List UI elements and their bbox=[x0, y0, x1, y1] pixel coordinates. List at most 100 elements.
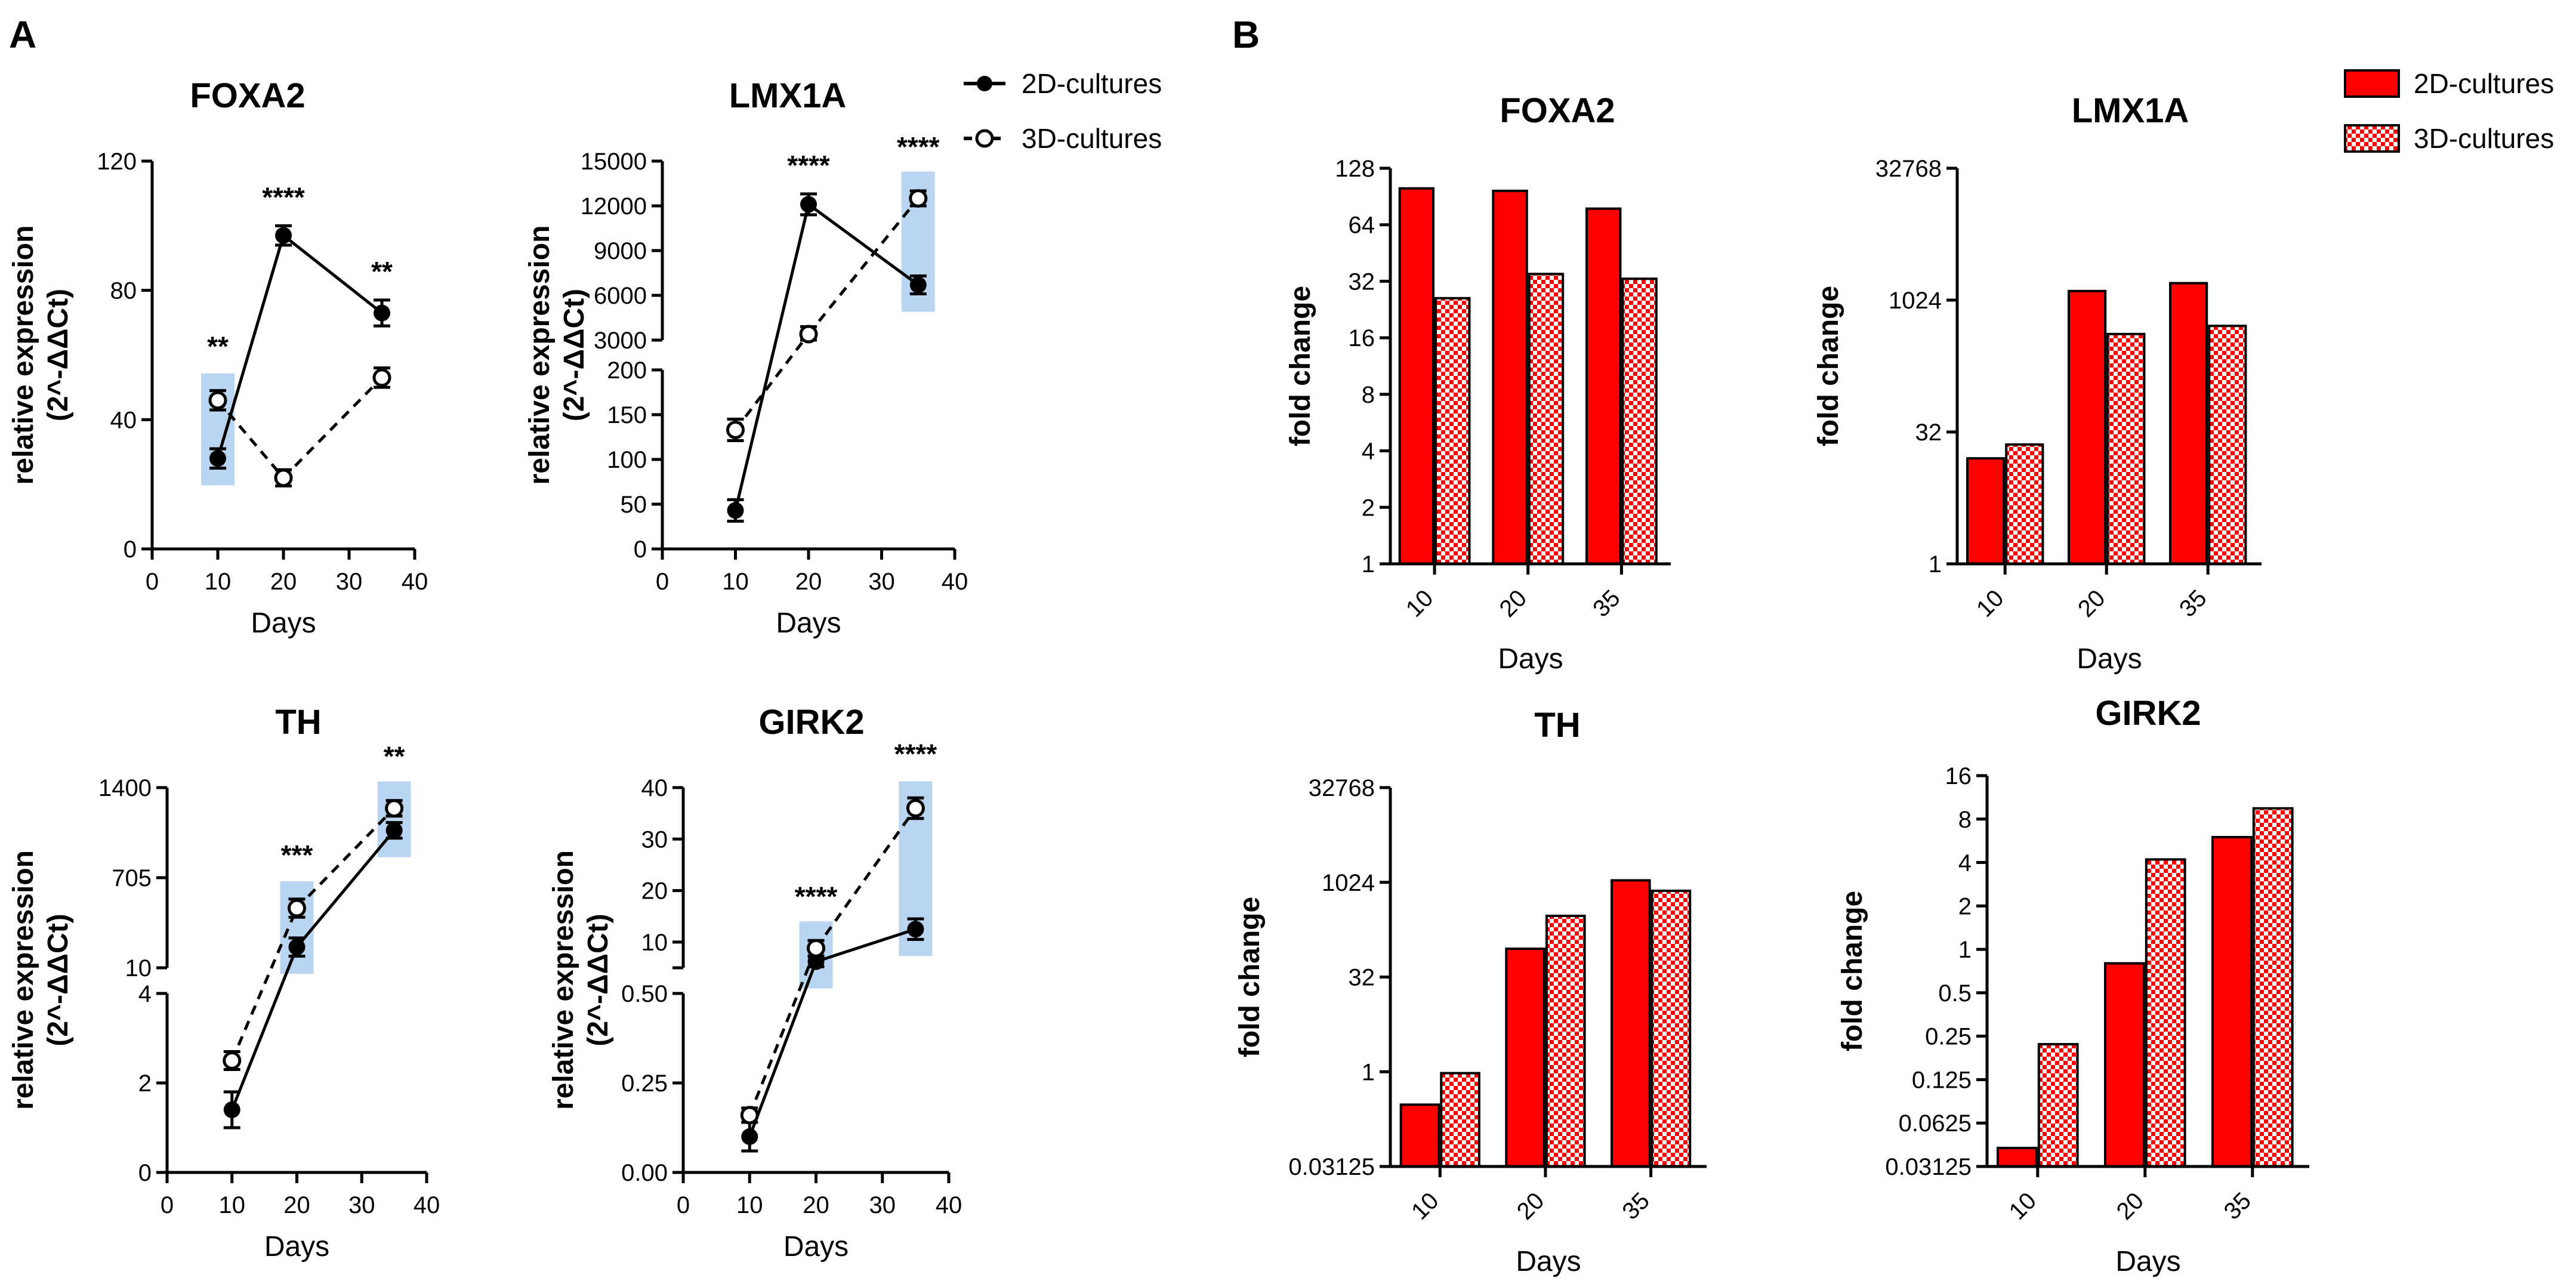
significance-marker: **** bbox=[787, 150, 830, 181]
y-tick-label: 10 bbox=[641, 930, 668, 956]
x-tick-label: 30 bbox=[868, 569, 895, 595]
x-tick-label: 40 bbox=[942, 569, 968, 595]
bar-chart-foxa2: FOXA2 fold change 10 20 35 1 2 4 8 16 32 64 128 Days bbox=[1285, 91, 1671, 675]
series-3d-point bbox=[372, 368, 391, 387]
series-2d-point bbox=[288, 939, 306, 956]
y-tick-label: 64 bbox=[1349, 212, 1375, 239]
x-tick-label: 30 bbox=[869, 1192, 896, 1218]
series-3d-point bbox=[799, 325, 818, 344]
y-tick-label: 0 bbox=[124, 536, 137, 563]
series-3d-line bbox=[734, 333, 810, 431]
chart-title: LMX1A bbox=[729, 76, 847, 115]
y-tick-label: 2 bbox=[1362, 495, 1375, 521]
series-2d-line bbox=[230, 946, 298, 1110]
y-tick-label: 0.5 bbox=[1938, 980, 1972, 1007]
bar-2d bbox=[1966, 457, 2006, 566]
significance-marker: ** bbox=[207, 331, 229, 362]
x-tick-label: 20 bbox=[1512, 1187, 1550, 1225]
series-3d-point bbox=[385, 799, 404, 818]
y-tick-label: 0 bbox=[138, 1160, 152, 1186]
series-2d-point bbox=[741, 1128, 758, 1145]
line-chart-lmx1a: LMX1A relative expression (2^-ΔΔCt) 0 10 20 30… bbox=[524, 76, 968, 639]
x-tick-label: 40 bbox=[402, 569, 428, 595]
series-3d-point bbox=[726, 421, 745, 439]
series-3d-point bbox=[909, 189, 928, 208]
significance-marker: **** bbox=[894, 738, 937, 769]
x-axis-label: Days bbox=[1498, 643, 1563, 675]
bar-2d bbox=[1505, 947, 1545, 1168]
series-2d-line bbox=[282, 234, 383, 314]
x-tick-label: 10 bbox=[205, 569, 232, 595]
x-tick-label: 10 bbox=[1406, 1187, 1444, 1225]
y-tick-label: 1 bbox=[1958, 937, 1972, 963]
y-axis-label-text: fold change bbox=[1813, 286, 1844, 446]
x-tick-label: 10 bbox=[1401, 585, 1439, 622]
chart-title: FOXA2 bbox=[1500, 91, 1615, 130]
x-axis-label: Days bbox=[2115, 1246, 2180, 1277]
x-tick-label: 10 bbox=[219, 1192, 246, 1218]
y-tick-label: 16 bbox=[1945, 763, 1972, 789]
series-2d-point bbox=[909, 276, 927, 294]
significance-marker: *** bbox=[281, 840, 313, 871]
x-tick-label: 10 bbox=[736, 1192, 763, 1218]
line-chart-foxa2: FOXA2 relative expression (2^-ΔΔCt) 0 10 20 30… bbox=[8, 76, 428, 639]
bar-2d bbox=[2169, 282, 2208, 565]
bar-2d bbox=[1585, 207, 1622, 565]
x-tick-label: 20 bbox=[2112, 1187, 2149, 1225]
y-tick-label: 40 bbox=[641, 775, 668, 801]
y-tick-label: 0.0625 bbox=[1899, 1110, 1972, 1137]
y-axis-label: relative expression (2^-ΔΔCt) bbox=[548, 850, 614, 1110]
x-tick-label: 0 bbox=[656, 569, 669, 595]
series-3d-line bbox=[295, 807, 396, 909]
y-axis-label-line2: (2^-ΔΔCt) bbox=[42, 289, 74, 421]
bar-3d bbox=[1434, 297, 1471, 565]
y-tick-label: 0.50 bbox=[621, 981, 668, 1007]
chart-title: LMX1A bbox=[2072, 91, 2189, 130]
x-tick-label: 10 bbox=[2004, 1187, 2042, 1225]
y-axis-label-line1: relative expression bbox=[524, 226, 556, 485]
series-2d-point bbox=[209, 450, 226, 467]
y-tick-label: 32768 bbox=[1309, 775, 1375, 801]
bar-2d bbox=[1997, 1146, 2038, 1168]
y-axis-label-line1: relative expression bbox=[8, 850, 39, 1110]
series-2d-line bbox=[748, 961, 817, 1137]
y-tick-label: 1024 bbox=[1322, 870, 1375, 896]
bar-3d bbox=[2005, 443, 2044, 565]
bar-2d bbox=[2068, 289, 2107, 565]
bar-2d bbox=[2104, 962, 2145, 1168]
y-axis-label: fold change bbox=[1837, 891, 1868, 1051]
x-tick-label: 0 bbox=[677, 1192, 690, 1218]
y-axis-label-text: fold change bbox=[1837, 891, 1868, 1051]
y-axis-label-text: fold change bbox=[1285, 286, 1316, 446]
y-tick-label: 0.03125 bbox=[1288, 1154, 1375, 1180]
legend-3d-label: 3D-cultures bbox=[1022, 123, 1162, 154]
y-tick-label: 32 bbox=[1915, 419, 1942, 446]
y-tick-label: 8 bbox=[1958, 807, 1972, 833]
x-tick-label: 10 bbox=[1972, 585, 2009, 622]
y-axis-label-text: fold change bbox=[1234, 897, 1266, 1057]
y-axis-label-line1: relative expression bbox=[8, 226, 39, 485]
x-axis-label: Days bbox=[1516, 1246, 1581, 1277]
bar-3d bbox=[2037, 1043, 2079, 1168]
chart-title: GIRK2 bbox=[758, 703, 864, 742]
x-tick-label: 20 bbox=[795, 569, 822, 595]
y-tick-label: 200 bbox=[607, 357, 647, 384]
y-tick-label: 15000 bbox=[581, 149, 647, 175]
y-tick-label: 6000 bbox=[594, 283, 647, 309]
legend-b-3d-label: 3D-cultures bbox=[2414, 123, 2554, 154]
bar-3d bbox=[2106, 332, 2146, 565]
series-3d-line bbox=[230, 908, 298, 1061]
bar-chart-lmx1a: LMX1A fold change 10 20 35 1 32 1024 32768 Days bbox=[1813, 91, 2262, 675]
x-axis-label: Days bbox=[783, 1231, 849, 1263]
series-3d-point bbox=[208, 391, 227, 410]
x-axis-label: Days bbox=[776, 607, 841, 639]
series-2d-point bbox=[223, 1101, 240, 1118]
y-tick-label: 20 bbox=[641, 878, 668, 905]
chart-title: FOXA2 bbox=[190, 76, 305, 115]
x-tick-label: 20 bbox=[803, 1192, 829, 1218]
x-tick-label: 30 bbox=[348, 1192, 375, 1218]
highlight-box bbox=[280, 881, 314, 974]
y-tick-label: 32768 bbox=[1875, 156, 1942, 182]
